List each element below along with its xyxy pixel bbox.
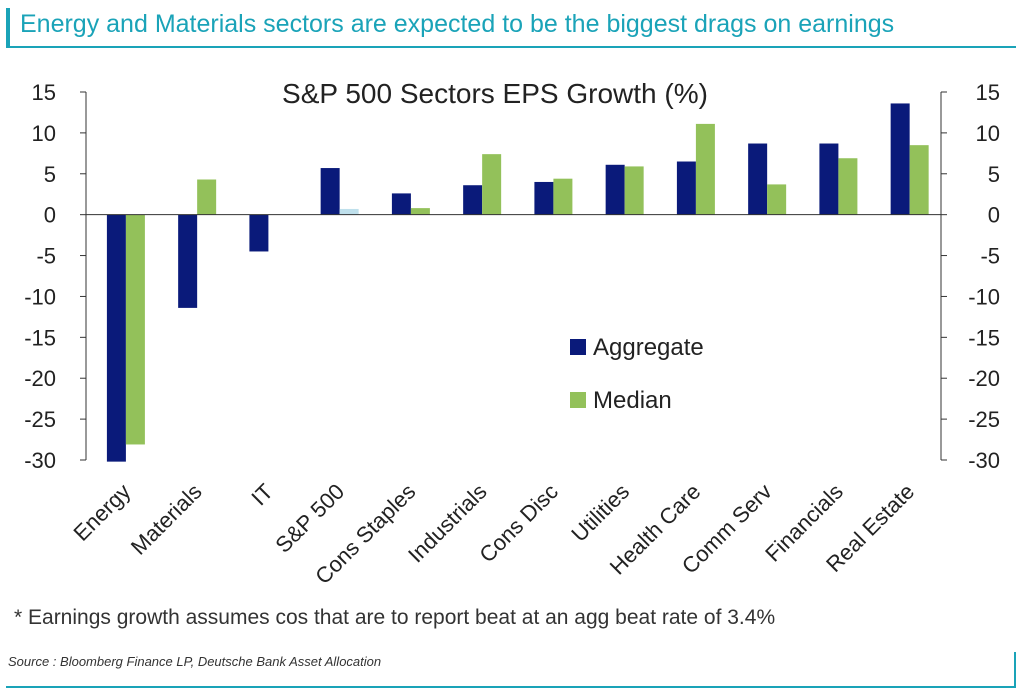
bar-aggregate-financials bbox=[819, 143, 839, 215]
y-right-tick-label: -30 bbox=[968, 448, 1000, 473]
y-right-tick-label: -20 bbox=[968, 366, 1000, 391]
bar-median-utilities bbox=[624, 166, 644, 215]
y-left-tick-label: 15 bbox=[32, 80, 56, 105]
y-left-tick-label: -10 bbox=[24, 284, 56, 309]
bar-median-financials bbox=[838, 158, 858, 215]
headline: Energy and Materials sectors are expecte… bbox=[20, 10, 895, 38]
footnote: * Earnings growth assumes cos that are t… bbox=[14, 606, 776, 629]
footer-divider bbox=[6, 686, 1016, 688]
y-right-tick-label: -10 bbox=[968, 284, 1000, 309]
bar-aggregate-comm-serv bbox=[748, 143, 768, 215]
bar-aggregate-health-care bbox=[676, 161, 696, 215]
x-tick-label: Energy bbox=[68, 479, 135, 546]
y-left-tick-label: 5 bbox=[44, 162, 56, 187]
bar-median-real-estate bbox=[909, 145, 929, 215]
bar-median-industrials bbox=[482, 154, 502, 215]
bar-median-energy bbox=[125, 214, 145, 445]
x-tick-label: Cons Disc bbox=[474, 479, 563, 568]
y-right-tick-label: -15 bbox=[968, 325, 1000, 350]
bar-aggregate-cons-staples bbox=[391, 193, 411, 215]
header-divider bbox=[6, 46, 1016, 48]
y-left-tick-label: -20 bbox=[24, 366, 56, 391]
x-tick-label: Materials bbox=[126, 479, 207, 560]
bar-median-cons-disc bbox=[553, 178, 573, 215]
y-left-tick-label: -15 bbox=[24, 325, 56, 350]
bar-aggregate-real-estate bbox=[890, 103, 910, 215]
x-tick-label: IT bbox=[246, 479, 278, 511]
y-right-tick-label: 15 bbox=[976, 80, 1000, 105]
x-tick-label: Utilities bbox=[566, 479, 634, 547]
legend-label-aggregate: Aggregate bbox=[593, 334, 704, 361]
eps-growth-chart: S&P 500 Sectors EPS Growth (%) EnergyMat… bbox=[24, 78, 1000, 589]
y-right-tick-label: -5 bbox=[980, 244, 1000, 269]
bar-median-materials bbox=[197, 179, 217, 215]
legend-label-median: Median bbox=[593, 387, 672, 414]
legend-swatch-median bbox=[570, 392, 586, 408]
bar-aggregate-energy bbox=[106, 214, 126, 462]
chart-legend: Aggregate Median bbox=[570, 334, 704, 414]
header-accent-bar bbox=[6, 8, 10, 46]
source-note: Source : Bloomberg Finance LP, Deutsche … bbox=[8, 654, 382, 669]
y-left-tick-label: -5 bbox=[36, 244, 56, 269]
footer-accent-bar bbox=[1014, 652, 1016, 688]
y-right-tick-label: 10 bbox=[976, 121, 1000, 146]
legend-swatch-aggregate bbox=[570, 339, 586, 355]
bar-aggregate-utilities bbox=[605, 164, 625, 215]
bar-median-comm-serv bbox=[767, 184, 787, 215]
bar-aggregate-it bbox=[249, 214, 269, 252]
y-right-tick-label: 5 bbox=[988, 162, 1000, 187]
y-left-tick-label: 0 bbox=[44, 203, 56, 228]
bar-aggregate-s-p-500 bbox=[320, 168, 340, 215]
y-left-tick-label: -25 bbox=[24, 407, 56, 432]
y-right-tick-label: 0 bbox=[988, 203, 1000, 228]
bar-median-cons-staples bbox=[410, 208, 430, 215]
bar-aggregate-industrials bbox=[463, 185, 483, 215]
y-right-tick-label: -25 bbox=[968, 407, 1000, 432]
y-left-tick-label: -30 bbox=[24, 448, 56, 473]
chart-title: S&P 500 Sectors EPS Growth (%) bbox=[282, 78, 708, 109]
bar-aggregate-materials bbox=[178, 214, 198, 308]
bar-median-health-care bbox=[695, 123, 715, 215]
bar-aggregate-cons-disc bbox=[534, 181, 554, 215]
y-left-tick-label: 10 bbox=[32, 121, 56, 146]
bar-median-s-p-500 bbox=[339, 208, 359, 215]
